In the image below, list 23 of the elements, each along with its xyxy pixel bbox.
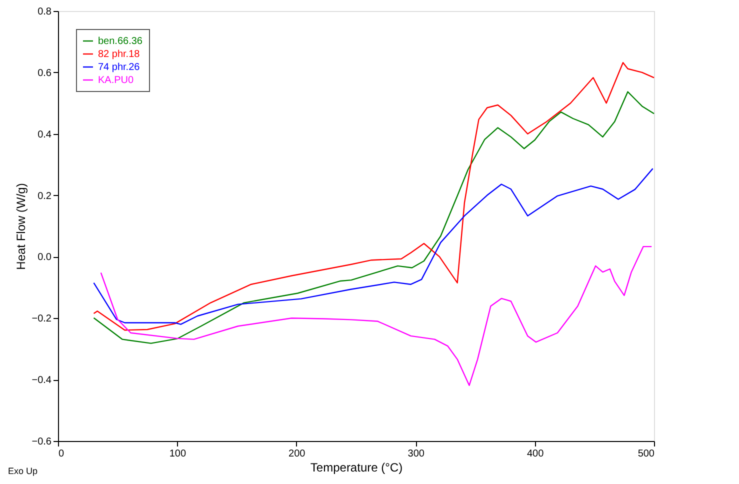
legend-label: KA.PU0 [98, 75, 134, 86]
line-series [100, 246, 652, 386]
text: Exo Up [8, 466, 38, 476]
line-series [93, 168, 654, 325]
x-tick-label: 400 [526, 448, 544, 460]
y-axis-title: Heat Flow (W/g) [14, 183, 28, 270]
y-tick-label: −0.4 [32, 375, 52, 386]
legend-label: 74 phr.26 [98, 62, 140, 73]
x-tick-label: 300 [408, 448, 425, 460]
y-tick-label: 0.0 [38, 252, 52, 264]
x-tick-label: 500 [638, 448, 655, 460]
y-tick-label: −0.2 [32, 314, 52, 325]
y-tick-label: −0.6 [32, 436, 52, 448]
y-tick-label: 0.4 [38, 129, 52, 140]
x-axis-title: Temperature (°C) [310, 460, 403, 474]
x-tick-label: 200 [288, 448, 306, 460]
x-tick-label: 100 [169, 448, 186, 460]
legend-label: ben.66.36 [98, 36, 143, 47]
y-tick-label: 0.8 [38, 6, 52, 18]
x-tick-label: 0 [58, 448, 64, 460]
legend-label: 82 phr.18 [98, 49, 140, 60]
y-tick-label: 0.2 [38, 190, 52, 202]
y-tick-label: 0.6 [38, 68, 52, 79]
